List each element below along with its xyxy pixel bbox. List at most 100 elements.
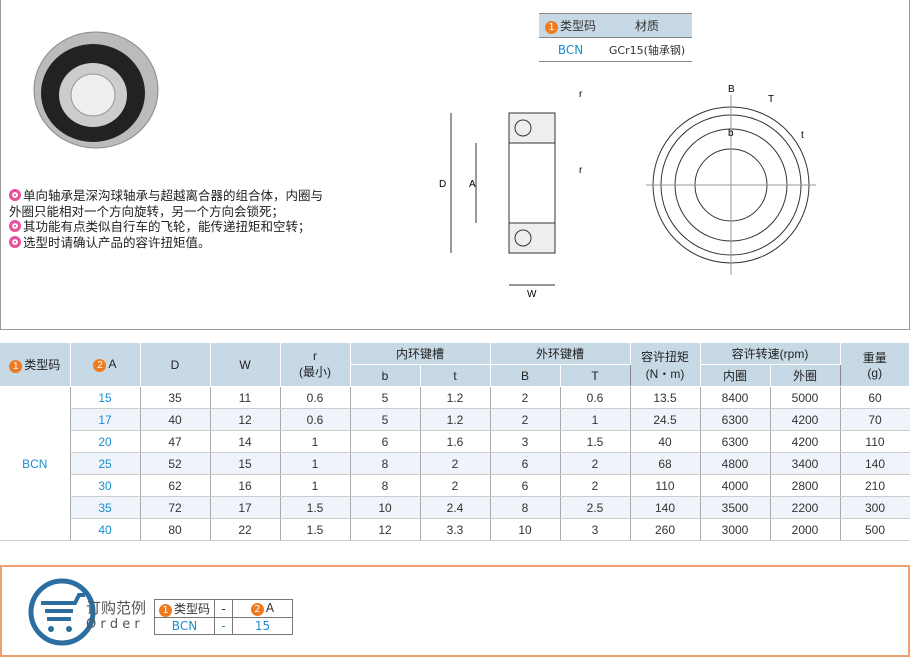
table-cell: 2 (419, 474, 490, 497)
table-cell: 10 (349, 496, 420, 519)
table-cell: 40 (139, 408, 210, 431)
table-cell: 1 (279, 452, 350, 475)
table-cell: 72 (139, 496, 210, 519)
bearing-photo (33, 31, 159, 149)
table-row: 35 72 17 1.5 10 2.4 8 2.5 140 3500 2200 300 (0, 496, 910, 519)
table-cell: 70 (839, 408, 910, 431)
table-cell: 80 (139, 518, 210, 541)
table-cell: 1 (559, 408, 630, 431)
table-cell: 1.2 (419, 408, 490, 431)
table-cell: 15 (69, 386, 140, 409)
table-cell: 4200 (769, 430, 840, 453)
table-cell: 47 (139, 430, 210, 453)
table-cell: 3 (489, 430, 560, 453)
table-cell: 13.5 (629, 386, 700, 409)
table-cell: 110 (629, 474, 700, 497)
material-table: 1 类型码 材质 BCN GCr15(轴承钢) (539, 13, 693, 62)
table-cell: 210 (839, 474, 910, 497)
product-overview: 1 类型码 材质 BCN GCr15(轴承钢) D A W r r B T b t 单向轴承是… (0, 0, 910, 330)
svg-text:A: A (469, 179, 476, 190)
table-cell: 2 (419, 452, 490, 475)
shopping-cart-icon (28, 578, 96, 646)
table-cell: 8 (349, 452, 420, 475)
table-row: 30 62 16 1 8 2 6 2 110 4000 2800 210 (0, 474, 910, 497)
table-cell: 4200 (769, 408, 840, 431)
table-cell: 62 (139, 474, 210, 497)
table-cell: 2 (559, 452, 630, 475)
table-row: 17 40 12 0.6 5 1.2 2 1 24.5 6300 4200 70 (0, 408, 910, 431)
table-cell: 22 (209, 518, 280, 541)
order-title: 订购范例 (86, 599, 147, 617)
table-cell: 10 (489, 518, 560, 541)
table-cell: 8400 (699, 386, 770, 409)
svg-text:D: D (439, 179, 446, 190)
product-description: 单向轴承是深沟球轴承与超越离合器的组合体，内圈与外圈只能相对一个方向旋转，另一个… (9, 188, 324, 250)
table-cell: 1 (279, 474, 350, 497)
bullet-icon (9, 189, 21, 201)
svg-text:T: T (768, 94, 774, 105)
table-row: 40 80 22 1.5 12 3.3 10 3 260 3000 2000 500 (0, 518, 910, 541)
table-cell: 1.5 (559, 430, 630, 453)
order-example: 订购范例 O r d e r 1 类型码 -2 A BCN -15 (0, 565, 910, 657)
table-cell: 35 (69, 496, 140, 519)
table-cell: 1.5 (279, 496, 350, 519)
table-cell: 6 (349, 430, 420, 453)
svg-text:r: r (579, 165, 583, 176)
table-cell: 5 (349, 386, 420, 409)
table-cell: 25 (69, 452, 140, 475)
table-cell: 5000 (769, 386, 840, 409)
table-cell: 17 (69, 408, 140, 431)
table-cell: 12 (209, 408, 280, 431)
table-cell: 14 (209, 430, 280, 453)
table-cell: 140 (629, 496, 700, 519)
table-cell: 40 (629, 430, 700, 453)
table-cell: 1 (279, 430, 350, 453)
table-cell: 0.6 (559, 386, 630, 409)
table-cell: 2800 (769, 474, 840, 497)
table-cell: 2 (489, 408, 560, 431)
table-cell: 2.5 (559, 496, 630, 519)
table-row: 20 47 14 1 6 1.6 3 1.5 40 6300 4200 110 (0, 430, 910, 453)
table-cell: 3000 (699, 518, 770, 541)
table-cell: 8 (489, 496, 560, 519)
table-cell: 12 (349, 518, 420, 541)
table-cell: 2.4 (419, 496, 490, 519)
bullet-icon (9, 220, 21, 232)
table-cell: 30 (69, 474, 140, 497)
table-cell: 110 (839, 430, 910, 453)
table-cell: 11 (209, 386, 280, 409)
order-table: 1 类型码 -2 A BCN -15 (154, 599, 293, 635)
table-cell: 3.3 (419, 518, 490, 541)
table-cell: 6300 (699, 408, 770, 431)
svg-text:W: W (527, 289, 537, 300)
table-cell: 15 (209, 452, 280, 475)
table-cell: 3500 (699, 496, 770, 519)
table-cell: 500 (839, 518, 910, 541)
table-cell: 260 (629, 518, 700, 541)
table-cell: 3400 (769, 452, 840, 475)
table-cell: 2000 (769, 518, 840, 541)
table-cell: 5 (349, 408, 420, 431)
svg-text:B: B (728, 84, 735, 95)
table-cell: 6300 (699, 430, 770, 453)
table-cell: 1.2 (419, 386, 490, 409)
table-cell: 140 (839, 452, 910, 475)
bearing-front-drawing: B T b t (646, 84, 816, 275)
table-cell: 24.5 (629, 408, 700, 431)
bullet-icon (9, 235, 21, 248)
table-cell: 2 (559, 474, 630, 497)
svg-text:r: r (579, 89, 583, 100)
table-cell: 8 (349, 474, 420, 497)
table-cell: 4800 (699, 452, 770, 475)
table-cell: 60 (839, 386, 910, 409)
table-row: BCN 15 35 11 0.6 5 1.2 2 0.6 13.5 8400 5000 60 (0, 386, 910, 541)
svg-text:t: t (801, 130, 804, 141)
table-row: 25 52 15 1 8 2 6 2 68 4800 3400 140 (0, 452, 910, 475)
table-cell: 3 (559, 518, 630, 541)
table-cell: 16 (209, 474, 280, 497)
table-cell: 68 (629, 452, 700, 475)
table-cell: 52 (139, 452, 210, 475)
table-cell: 0.6 (279, 386, 350, 409)
table-cell: 6 (489, 452, 560, 475)
